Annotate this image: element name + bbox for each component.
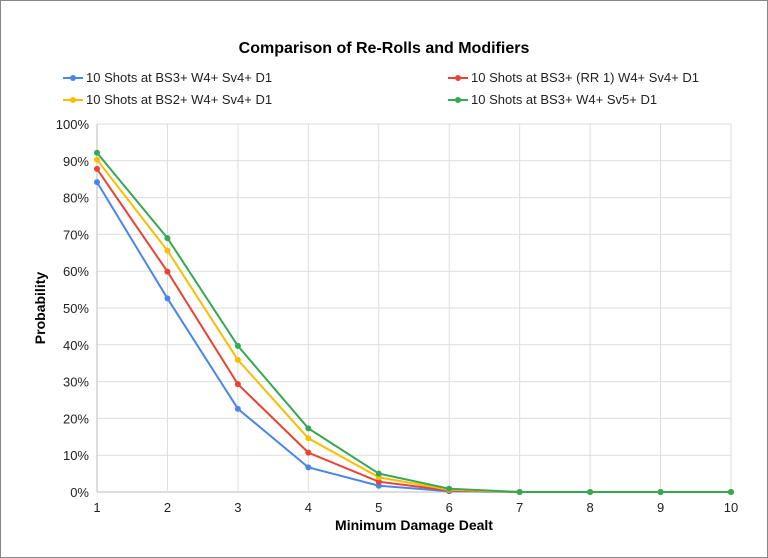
data-point-0-2 — [234, 405, 241, 412]
data-point-2-2 — [234, 356, 241, 363]
data-point-3-3 — [305, 425, 312, 432]
x-tick-label: 6 — [446, 500, 453, 515]
data-point-3-4 — [375, 470, 382, 477]
legend-item-2: 10 Shots at BS2+ W4+ Sv4+ D1 — [62, 92, 272, 107]
chart-title: Comparison of Re-Rolls and Modifiers — [238, 40, 530, 57]
x-tick-label: 4 — [305, 500, 312, 515]
x-axis-label: Minimum Damage Dealt — [335, 517, 493, 533]
data-point-3-2 — [234, 342, 241, 349]
x-tick-label: 10 — [724, 500, 738, 515]
data-point-0-3 — [305, 464, 312, 471]
y-tick-label: 0% — [70, 485, 89, 500]
legend-marker-icon — [63, 74, 83, 81]
y-tick-label: 20% — [63, 411, 89, 426]
legend-label: 10 Shots at BS3+ (RR 1) W4+ Sv4+ D1 — [471, 70, 699, 85]
x-tick-label: 7 — [516, 500, 523, 515]
data-point-0-1 — [164, 295, 171, 302]
series-line-0 — [96, 181, 731, 493]
data-point-3-6 — [516, 489, 523, 495]
y-tick-label: 50% — [63, 301, 89, 316]
x-tick-label: 5 — [375, 500, 382, 515]
data-point-3-0 — [94, 149, 100, 156]
y-tick-label: 40% — [63, 338, 89, 353]
legend-item-0: 10 Shots at BS3+ W4+ Sv4+ D1 — [62, 70, 272, 85]
data-point-2-3 — [305, 435, 312, 442]
x-tick-label: 8 — [586, 500, 593, 515]
data-point-3-7 — [587, 489, 594, 495]
legend-item-1: 10 Shots at BS3+ (RR 1) W4+ Sv4+ D1 — [447, 70, 699, 85]
data-point-3-1 — [164, 235, 171, 242]
data-point-2-0 — [94, 156, 100, 163]
y-tick-label: 10% — [63, 448, 89, 463]
legend-item-3: 10 Shots at BS3+ W4+ Sv5+ D1 — [447, 92, 657, 107]
legend-label: 10 Shots at BS2+ W4+ Sv4+ D1 — [86, 92, 273, 107]
series-line-3 — [96, 152, 731, 493]
x-tick-label: 1 — [93, 500, 100, 515]
legend-marker-icon — [63, 96, 83, 103]
y-tick-label: 90% — [63, 154, 89, 169]
y-tick-label: 30% — [63, 375, 89, 390]
data-point-3-8 — [657, 489, 664, 495]
legend-marker-icon — [448, 74, 468, 81]
y-tick-label: 80% — [63, 191, 89, 206]
y-tick-label: 100% — [56, 117, 90, 132]
y-tick-label: 60% — [63, 264, 89, 279]
data-point-2-1 — [164, 247, 171, 254]
x-tick-label: 2 — [164, 500, 171, 515]
data-point-1-3 — [305, 449, 312, 456]
data-point-1-0 — [94, 165, 100, 172]
series-line-2 — [96, 159, 731, 493]
data-point-1-1 — [164, 268, 171, 275]
legend-label: 10 Shots at BS3+ W4+ Sv5+ D1 — [471, 92, 658, 107]
x-tick-label: 9 — [657, 500, 664, 515]
legend-marker-icon — [448, 96, 468, 103]
y-tick-label: 70% — [63, 227, 89, 242]
data-point-1-4 — [375, 478, 382, 485]
data-point-0-0 — [94, 179, 100, 186]
x-tick-label: 3 — [234, 500, 241, 515]
data-point-1-2 — [234, 381, 241, 388]
series-line-1 — [96, 168, 731, 493]
y-axis-label: Probability — [32, 271, 48, 345]
data-point-3-9 — [728, 489, 734, 495]
legend-label: 10 Shots at BS3+ W4+ Sv4+ D1 — [86, 70, 273, 85]
data-point-3-5 — [446, 485, 453, 492]
